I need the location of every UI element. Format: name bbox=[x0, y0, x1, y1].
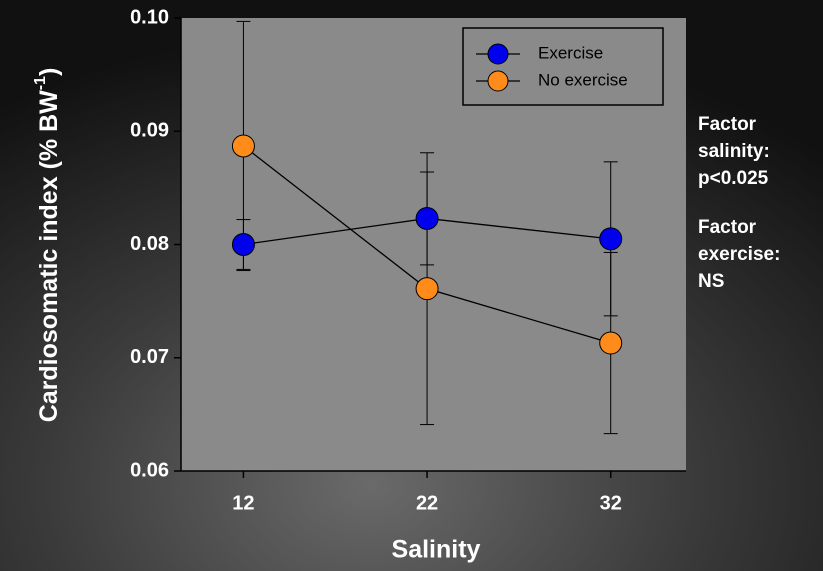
legend-marker bbox=[487, 43, 509, 65]
legend-marker bbox=[487, 70, 509, 92]
data-point bbox=[599, 331, 623, 355]
x-axis-label: Salinity bbox=[392, 536, 481, 564]
x-tick-label: 12 bbox=[232, 492, 254, 514]
annotation: p<0.025 bbox=[698, 168, 769, 189]
y-label-text: Cardiosomatic index (% BW bbox=[35, 90, 63, 422]
x-tick-label: 32 bbox=[600, 492, 622, 514]
y-label-sup: -1 bbox=[32, 76, 49, 90]
data-point bbox=[231, 134, 255, 158]
y-tick-label: 0.08 bbox=[130, 233, 169, 255]
annotation: exercise: bbox=[698, 244, 780, 265]
legend-label: Exercise bbox=[538, 43, 603, 62]
legend bbox=[462, 27, 664, 106]
data-point bbox=[415, 277, 439, 301]
annotation: Factor bbox=[698, 217, 757, 238]
annotation: NS bbox=[698, 271, 724, 292]
annotation: Factor bbox=[698, 114, 757, 135]
legend-label: No exercise bbox=[538, 70, 628, 89]
y-tick-label: 0.06 bbox=[130, 459, 169, 481]
y-tick-label: 0.07 bbox=[130, 346, 169, 368]
y-tick-label: 0.09 bbox=[130, 120, 169, 142]
y-tick-label: 0.10 bbox=[130, 6, 169, 28]
data-point bbox=[231, 233, 255, 256]
annotation: salinity: bbox=[698, 141, 770, 162]
data-point bbox=[599, 227, 623, 251]
x-tick-label: 22 bbox=[416, 492, 438, 514]
y-label-end: ) bbox=[35, 68, 63, 76]
y-axis-label: Cardiosomatic index (% BW-1) bbox=[32, 68, 62, 423]
data-point bbox=[415, 206, 439, 230]
